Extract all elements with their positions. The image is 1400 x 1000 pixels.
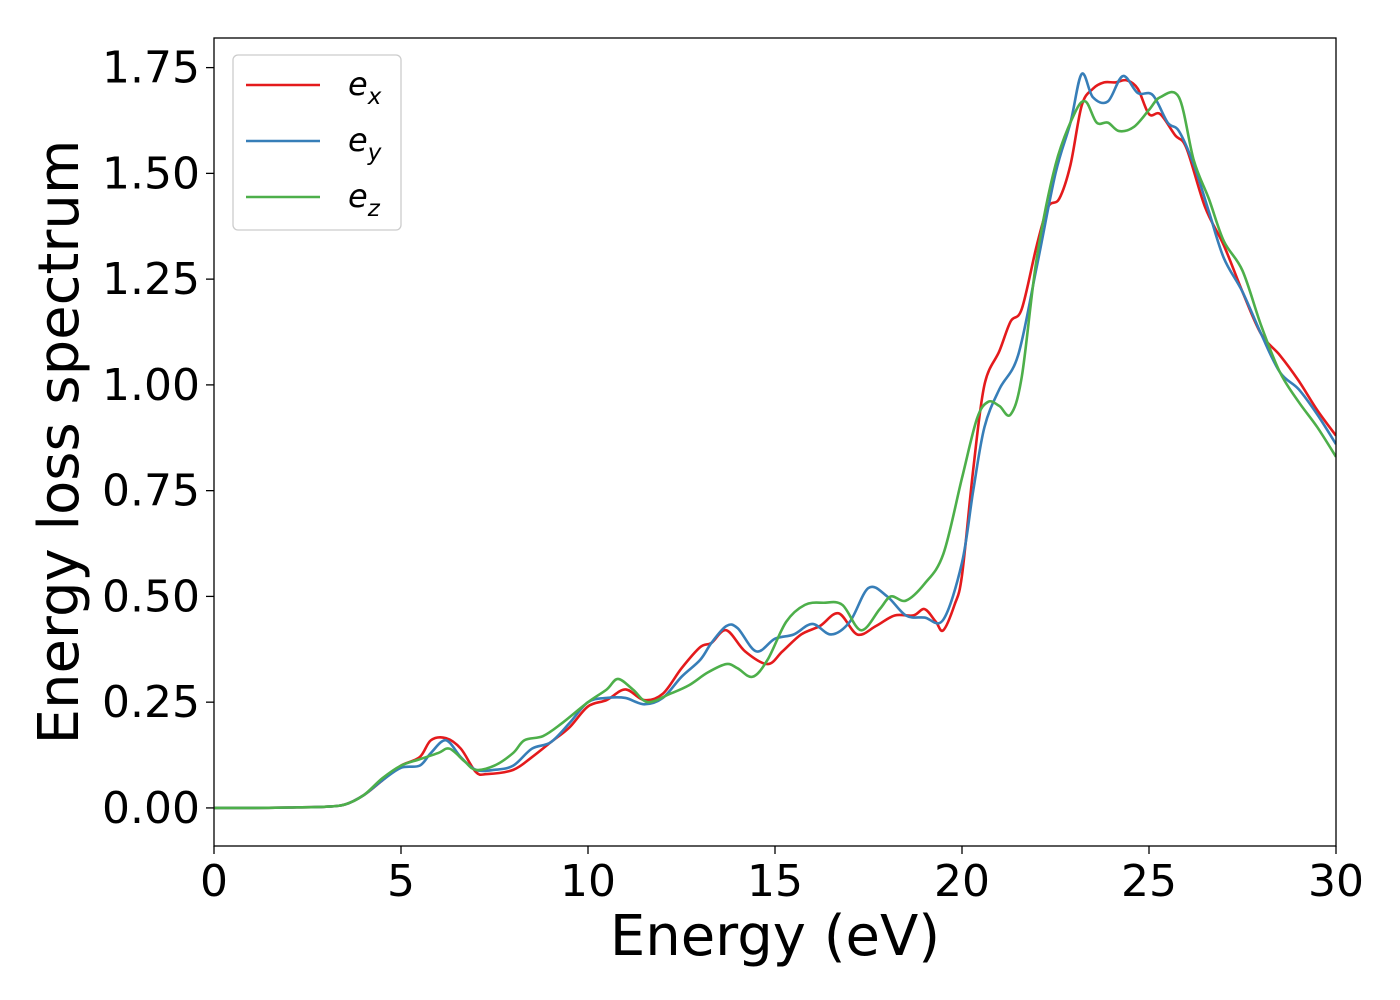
- legend-box: [232, 54, 402, 231]
- y-tick-label: 0.75: [102, 466, 200, 517]
- y-tick-label: 0.50: [102, 571, 200, 622]
- y-tick-label: 1.50: [102, 148, 200, 199]
- x-tick-label: 10: [560, 856, 616, 907]
- x-tick-label: 0: [200, 856, 228, 907]
- x-tick-label: 30: [1308, 856, 1364, 907]
- x-tick-label: 20: [934, 856, 990, 907]
- x-axis-label: Energy (eV): [610, 904, 940, 969]
- y-axis-label: Energy loss spectrum: [27, 140, 92, 745]
- series-line-z: [214, 90, 1336, 810]
- x-tick-label: 25: [1121, 856, 1177, 907]
- x-tick-label: 15: [747, 856, 803, 907]
- y-tick-label: 0.25: [102, 677, 200, 728]
- series-line-x: [214, 78, 1336, 810]
- series-lines: [214, 72, 1336, 810]
- x-axis-ticks: 0 5 10 15 20 25 30: [200, 846, 1364, 907]
- y-tick-label: 1.00: [102, 360, 200, 411]
- y-axis-ticks: 0.00 0.25 0.50 0.75 1.00 1.25 1.50 1.75: [102, 43, 214, 834]
- y-tick-label: 0.00: [102, 783, 200, 834]
- series-line-y: [214, 72, 1336, 810]
- x-tick-label: 5: [387, 856, 415, 907]
- y-tick-label: 1.25: [102, 254, 200, 305]
- y-tick-label: 1.75: [102, 43, 200, 94]
